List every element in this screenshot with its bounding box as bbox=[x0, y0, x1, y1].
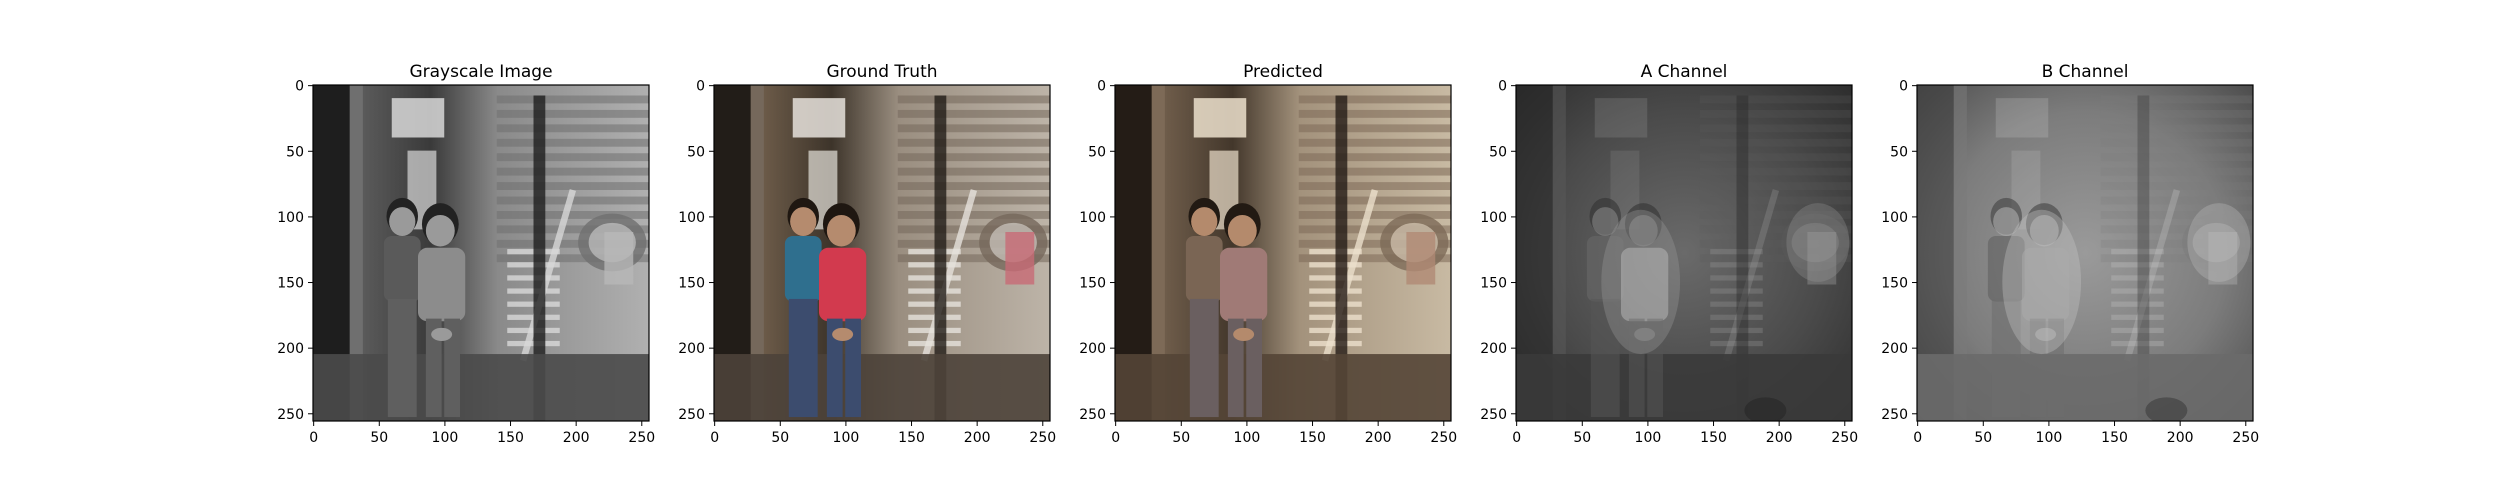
x-tick-label: 150 bbox=[2101, 430, 2128, 446]
panels-layer: Grayscale Image grayscale photo of two ch… bbox=[277, 62, 2259, 446]
photo-image: grayscale photo of two children standing… bbox=[313, 85, 649, 421]
y-tick-label: 50 bbox=[286, 144, 304, 160]
x-tick-label: 150 bbox=[497, 430, 524, 446]
x-tick-label: 150 bbox=[1700, 430, 1727, 446]
photo-image: sepia-toned colorized photo of the same … bbox=[1115, 85, 1451, 421]
x-tick-label: 0 bbox=[1111, 430, 1120, 446]
y-tick-label: 150 bbox=[1079, 276, 1106, 292]
x-tick-label: 50 bbox=[370, 430, 388, 446]
y-tick-label: 100 bbox=[277, 210, 304, 226]
y-tick-label: 50 bbox=[1088, 144, 1106, 160]
panel-3: Predicted sepia-toned colorized photo of … bbox=[1079, 62, 1457, 446]
panel-title: B Channel bbox=[2042, 62, 2129, 82]
y-tick-label: 200 bbox=[678, 341, 705, 357]
y-tick-label: 50 bbox=[687, 144, 705, 160]
x-tick-label: 0 bbox=[1512, 430, 1521, 446]
y-tick-label: 100 bbox=[1480, 210, 1507, 226]
axes-frame bbox=[713, 84, 1051, 422]
axes-frame bbox=[1114, 84, 1452, 422]
x-tick-label: 150 bbox=[898, 430, 925, 446]
y-tick-label: 150 bbox=[1881, 276, 1908, 292]
x-tick-label: 250 bbox=[2232, 430, 2259, 446]
x-tick-label: 0 bbox=[1913, 430, 1922, 446]
x-tick-label: 100 bbox=[1234, 430, 1261, 446]
panel-2: Ground Truth color photo of two children,… bbox=[678, 62, 1056, 446]
x-tick-label: 250 bbox=[1430, 430, 1457, 446]
axes-frame bbox=[1515, 84, 1853, 422]
y-tick-label: 0 bbox=[295, 79, 304, 95]
axes-frame bbox=[312, 84, 650, 422]
x-tick-label: 50 bbox=[1573, 430, 1591, 446]
y-tick-label: 200 bbox=[1079, 341, 1106, 357]
y-tick-label: 200 bbox=[277, 341, 304, 357]
y-tick-label: 0 bbox=[1899, 79, 1908, 95]
x-tick-label: 200 bbox=[563, 430, 590, 446]
x-tick-label: 200 bbox=[964, 430, 991, 446]
x-tick-label: 0 bbox=[710, 430, 719, 446]
photo-image: blurry dark gray map of the predicted A … bbox=[1516, 85, 1852, 421]
photo-image: color photo of two children, one in a bl… bbox=[714, 85, 1050, 421]
panel-4: A Channel blurry dark gray map of the pre… bbox=[1480, 62, 1858, 446]
x-tick-label: 200 bbox=[1365, 430, 1392, 446]
panel-title: A Channel bbox=[1641, 62, 1728, 82]
y-tick-label: 0 bbox=[1498, 79, 1507, 95]
x-tick-label: 100 bbox=[2036, 430, 2063, 446]
panel-title: Grayscale Image bbox=[409, 62, 552, 82]
x-tick-label: 250 bbox=[628, 430, 655, 446]
x-tick-label: 50 bbox=[1974, 430, 1992, 446]
y-tick-label: 150 bbox=[277, 276, 304, 292]
x-tick-label: 0 bbox=[309, 430, 318, 446]
y-tick-label: 100 bbox=[1881, 210, 1908, 226]
y-tick-label: 100 bbox=[1079, 210, 1106, 226]
x-tick-label: 200 bbox=[1766, 430, 1793, 446]
panel-1: Grayscale Image grayscale photo of two ch… bbox=[277, 62, 655, 446]
panel-title: Predicted bbox=[1243, 62, 1323, 82]
x-tick-label: 250 bbox=[1831, 430, 1858, 446]
y-tick-label: 200 bbox=[1480, 341, 1507, 357]
y-tick-label: 50 bbox=[1890, 144, 1908, 160]
y-tick-label: 250 bbox=[1079, 407, 1106, 423]
x-tick-label: 50 bbox=[1172, 430, 1190, 446]
y-tick-label: 250 bbox=[678, 407, 705, 423]
x-tick-label: 200 bbox=[2167, 430, 2194, 446]
y-tick-label: 150 bbox=[678, 276, 705, 292]
y-tick-label: 150 bbox=[1480, 276, 1507, 292]
y-tick-label: 200 bbox=[1881, 341, 1908, 357]
x-tick-label: 100 bbox=[1635, 430, 1662, 446]
x-tick-label: 100 bbox=[833, 430, 860, 446]
y-tick-label: 250 bbox=[1881, 407, 1908, 423]
y-tick-label: 250 bbox=[1480, 407, 1507, 423]
x-tick-label: 250 bbox=[1029, 430, 1056, 446]
photo-image: blurry gray map of the predicted B color… bbox=[1917, 85, 2253, 421]
y-tick-label: 50 bbox=[1489, 144, 1507, 160]
y-tick-label: 100 bbox=[678, 210, 705, 226]
x-tick-label: 100 bbox=[432, 430, 459, 446]
panel-5: B Channel blurry gray map of the predicte… bbox=[1881, 62, 2259, 446]
y-tick-label: 0 bbox=[1097, 79, 1106, 95]
axes-frame bbox=[1916, 84, 2254, 422]
y-tick-label: 250 bbox=[277, 407, 304, 423]
x-tick-label: 50 bbox=[771, 430, 789, 446]
panel-title: Ground Truth bbox=[826, 62, 937, 82]
y-tick-label: 0 bbox=[696, 79, 705, 95]
x-tick-label: 150 bbox=[1299, 430, 1326, 446]
